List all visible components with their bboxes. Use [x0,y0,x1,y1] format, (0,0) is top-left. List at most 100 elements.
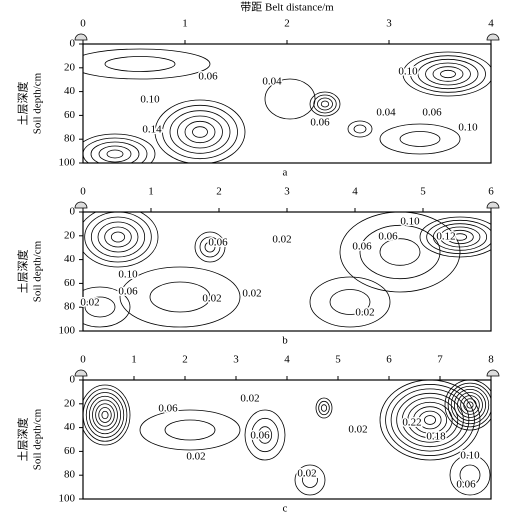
contour-line [425,62,471,86]
y-tick-label: 0 [70,206,76,218]
contour-line [309,276,391,328]
contour-line [139,409,241,451]
contour-line [257,426,273,444]
contours [83,212,491,328]
contour-label: 0.02 [242,288,261,300]
contour-line [154,99,246,163]
contour-line [83,137,148,163]
contour-line [85,392,125,438]
contour-label: 0.06 [208,237,228,249]
contour-line [320,404,328,412]
panel-label: a [283,167,288,179]
contour-line [379,380,481,461]
contour-line [452,233,468,241]
contour-line [453,388,487,422]
contour-line [97,221,139,253]
contour-label: 0.14 [142,124,162,136]
contour-line [106,149,124,159]
contour-line [294,464,326,496]
contour-line [164,419,216,441]
y-tick-label: 20 [64,397,76,409]
x-tick-label: 1 [131,354,137,366]
contour-line [194,231,226,263]
contour-line [399,131,441,147]
contour-line [192,126,208,138]
y-tick-label: 40 [64,253,76,265]
contour-label: 0.06 [310,117,330,129]
contour-line [110,231,126,243]
contour-line [264,78,316,120]
y-tick-label: 100 [59,325,76,337]
contour-label: 0.06 [378,231,398,243]
contour-line [162,104,238,160]
contour-line [90,216,146,258]
contour-line [320,100,330,108]
contour-label: 0.18 [426,431,446,443]
contour-line [444,380,491,431]
corner-icon [74,369,88,377]
x-tick-label: 6 [488,186,494,198]
x-tick-label: 0 [80,186,86,198]
contour-label: 0.06 [456,479,476,491]
contour-line [83,48,211,80]
contour-line [463,398,477,412]
contour-line [84,212,152,263]
x-tick-label: 4 [352,186,358,198]
contour-label: 0.22 [402,417,421,429]
contour-label: 0.10 [458,122,478,134]
contour-line [88,395,122,435]
contour-line [329,289,371,315]
x-tick-label: 0 [80,18,86,30]
contour-line [401,397,459,443]
contour-line [83,286,131,328]
x-tick-label: 3 [284,186,290,198]
y-axis-title: 土层深度 [16,418,30,462]
contour-line [84,296,116,318]
y-tick-label: 80 [64,469,76,481]
panel-label: b [282,335,288,347]
contour-line [184,120,216,144]
contour-label: 0.02 [348,424,367,436]
contour-line [318,400,330,416]
contour-line [424,415,436,425]
x-tick-label: 2 [216,186,222,198]
contour-line [101,410,109,420]
y-tick-label: 100 [59,493,76,505]
y-tick-label: 20 [64,61,76,73]
x-tick-label: 8 [488,354,494,366]
contour-line [104,226,132,248]
contour-line [450,385,490,425]
y-tick-label: 60 [64,277,76,289]
contour-label: 0.02 [355,307,374,319]
contour-line [412,406,448,434]
x-tick-label: 3 [233,354,239,366]
contour-line [104,56,176,72]
x-tick-label: 5 [335,354,341,366]
contour-line [83,133,156,163]
x-tick-label: 2 [284,18,290,30]
x-tick-label: 4 [284,354,290,366]
contour-line [83,212,159,268]
contour-line [402,51,491,97]
contour-line [302,472,318,488]
contour-line [459,464,481,486]
contour-label: 0.06 [158,403,178,415]
contour-line [90,141,140,163]
contour-line [347,120,373,138]
y-axis-title-en: Soil depth/cm [32,240,44,302]
contour-label: 0.04 [262,76,282,88]
y-axis-title-en: Soil depth/cm [32,72,44,134]
x-tick-label: 0 [80,354,86,366]
contour-line [460,395,480,415]
contour-line [410,55,486,93]
y-tick-label: 100 [59,157,76,169]
contour-label: 0.02 [80,297,99,309]
contour-label: 0.10 [398,66,418,78]
contour-line [149,281,211,313]
contour-line [396,392,464,448]
contour-line [407,401,453,439]
contour-label: 0.10 [400,216,420,228]
contour-line [385,384,475,456]
corner-icon [486,201,500,209]
